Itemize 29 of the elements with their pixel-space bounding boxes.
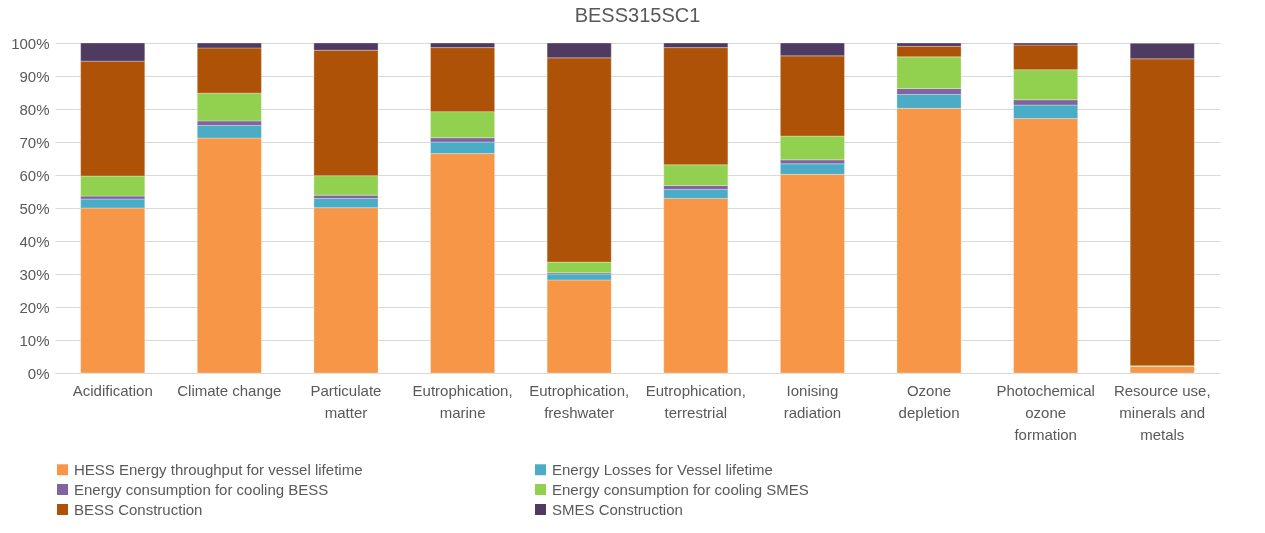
legend-label: Energy consumption for cooling BESS [74, 480, 329, 498]
y-tick-label: 0% [27, 364, 50, 382]
legend-label: BESS Construction [74, 500, 203, 518]
x-tick-label: Climate change [177, 381, 282, 399]
y-tick-label: 100% [11, 34, 50, 52]
y-tick-label: 70% [19, 133, 50, 151]
x-tick-label: Ionising radiation [783, 381, 842, 421]
legend-label: Energy Losses for Vessel lifetime [552, 460, 773, 478]
y-tick-label: 80% [19, 100, 50, 118]
x-tick-label: Ozone depletion [898, 381, 960, 421]
legend-label: HESS Energy throughput for vessel lifetime [74, 460, 363, 478]
y-tick-label: 50% [19, 199, 50, 217]
x-tick-label: Particulate matter [310, 381, 382, 421]
bar [546, 279, 612, 374]
y-tick-label: 60% [19, 166, 50, 184]
legend-label: SMES Construction [552, 500, 683, 518]
legend-label: Energy consumption for cooling SMES [552, 480, 809, 498]
x-tick-label: Eutrophication, terrestrial [645, 381, 746, 421]
x-tick-label: Photochemical ozone formation [996, 381, 1095, 443]
y-tick-label: 20% [19, 298, 50, 316]
x-tick-label: Acidification [72, 381, 153, 399]
y-tick-label: 30% [19, 265, 50, 283]
x-tick-label: Eutrophication, marine [412, 381, 513, 421]
chart-title: BESS315SC1 [574, 4, 701, 26]
y-tick-label: 40% [19, 232, 50, 250]
x-tick-label: Eutrophication, freshwater [529, 381, 630, 421]
y-tick-label: 10% [19, 331, 50, 349]
y-tick-label: 90% [19, 67, 50, 85]
x-tick-label: Resource use, minerals and metals [1113, 381, 1211, 443]
